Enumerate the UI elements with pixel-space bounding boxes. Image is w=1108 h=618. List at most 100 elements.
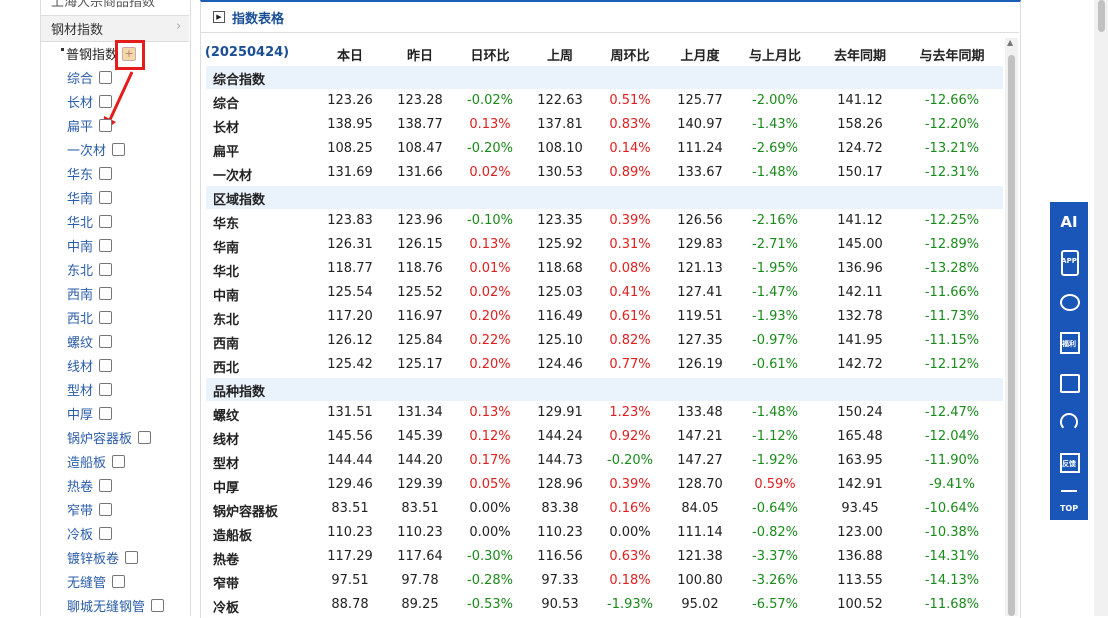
table-header-cell: 与上月比 (748, 49, 801, 64)
row-label: 型材 (213, 457, 240, 472)
sidebar-item[interactable]: 镀锌板卷 (67, 552, 120, 567)
row-label: 扁平 (213, 145, 240, 160)
row-label: 窄带 (213, 577, 240, 592)
checkbox[interactable] (99, 191, 112, 204)
table-cell: -1.95% (752, 261, 798, 276)
table-cell: 0.00% (469, 525, 511, 540)
sidebar-section-label[interactable]: 钢材指数 (51, 23, 104, 38)
table-cell: -12.31% (924, 165, 980, 180)
table-cell: 144.73 (537, 453, 583, 468)
page-scrollbar[interactable] (1094, 0, 1108, 616)
sidebar-item[interactable]: 窄带 (67, 504, 94, 519)
tool-service[interactable] (1050, 402, 1088, 442)
sidebar-item[interactable]: 造船板 (67, 456, 107, 471)
checkbox[interactable] (151, 599, 164, 612)
tool-top[interactable]: TOP (1050, 482, 1088, 522)
sidebar-item[interactable]: 华南 (67, 192, 94, 207)
sidebar-item[interactable]: 中厚 (67, 408, 94, 423)
tool-feedback[interactable]: 反馈 (1050, 442, 1088, 482)
checkbox[interactable] (112, 455, 125, 468)
checkbox[interactable] (99, 359, 112, 372)
row-label: 综合 (213, 97, 240, 112)
table-cell: 131.66 (397, 165, 443, 180)
table-cell: -2.16% (752, 213, 798, 228)
checkbox[interactable] (99, 71, 112, 84)
table-cell: 97.51 (331, 573, 369, 588)
sidebar-item[interactable]: 华北 (67, 216, 94, 231)
table-cell: 0.92% (609, 429, 651, 444)
checkbox[interactable] (99, 215, 112, 228)
sidebar-item[interactable]: 螺纹 (67, 336, 94, 351)
checkbox[interactable] (99, 407, 112, 420)
checkbox[interactable] (99, 239, 112, 252)
sidebar-item[interactable]: 一次材 (67, 144, 107, 159)
checkbox[interactable] (99, 479, 112, 492)
tool-live[interactable] (1050, 362, 1088, 402)
checkbox[interactable] (99, 167, 112, 180)
sidebar-item[interactable]: 型材 (67, 384, 94, 399)
panel-header (201, 2, 1019, 33)
checkbox[interactable] (138, 431, 151, 444)
sidebar-item[interactable]: 扁平 (67, 120, 94, 135)
table-header-cell: 去年同期 (833, 49, 886, 64)
table-cell: 89.25 (401, 597, 439, 612)
sidebar-item[interactable]: 冷板 (67, 528, 94, 543)
sidebar-item[interactable]: 热卷 (67, 480, 94, 495)
row-label: 华东 (213, 217, 240, 232)
tool-ai[interactable]: AI (1050, 202, 1088, 242)
tool-gift[interactable]: 福利 (1050, 322, 1088, 362)
table-cell: -0.28% (467, 573, 513, 588)
table-scroll-thumb[interactable] (1008, 55, 1015, 616)
tool-app[interactable]: APP (1050, 242, 1088, 282)
checkbox[interactable] (99, 383, 112, 396)
table-cell: 121.13 (677, 261, 723, 276)
table-scroll-up[interactable]: ▲ (1007, 38, 1014, 47)
table-cell: 0.31% (609, 237, 651, 252)
toolbar (1050, 202, 1088, 520)
sidebar-item[interactable]: 东北 (67, 264, 94, 279)
sidebar-item[interactable]: 线材 (67, 360, 94, 375)
sidebar-item[interactable]: 综合 (67, 72, 94, 87)
expand-icon[interactable]: + (122, 47, 136, 61)
page-scroll-thumb[interactable] (1098, 0, 1105, 32)
checkbox[interactable] (112, 575, 125, 588)
sidebar-subsection[interactable]: 普钢指数 (66, 48, 119, 63)
table-cell: 0.61% (609, 309, 651, 324)
table-cell: 111.24 (677, 141, 723, 156)
sidebar-item[interactable]: 长材 (67, 96, 94, 111)
table-cell: 97.78 (401, 573, 439, 588)
checkbox[interactable] (99, 527, 112, 540)
table-cell: 0.41% (609, 285, 651, 300)
sidebar-item[interactable]: 西南 (67, 288, 94, 303)
table-cell: 117.64 (397, 549, 443, 564)
checkbox[interactable] (99, 287, 112, 300)
sidebar-item[interactable]: 无缝管 (67, 576, 107, 591)
table-cell: 111.14 (677, 525, 723, 540)
checkbox[interactable] (99, 335, 112, 348)
tool-wechat[interactable] (1050, 282, 1088, 322)
group-name: 综合指数 (213, 73, 266, 88)
sidebar-item[interactable]: 聊城无缝钢管 (67, 600, 146, 615)
table-cell: 131.69 (327, 165, 373, 180)
sidebar-item[interactable]: 锅炉容器板 (67, 432, 133, 447)
checkbox[interactable] (99, 95, 112, 108)
table-cell: 122.63 (537, 93, 583, 108)
table-cell: 144.24 (537, 429, 583, 444)
checkbox[interactable] (99, 119, 112, 132)
row-label: 冷板 (213, 601, 240, 616)
row-label: 热卷 (213, 553, 240, 568)
checkbox[interactable] (99, 311, 112, 324)
checkbox[interactable] (99, 503, 112, 516)
sidebar-item[interactable]: 华东 (67, 168, 94, 183)
checkbox[interactable] (99, 263, 112, 276)
checkbox[interactable] (125, 551, 138, 564)
table-cell: 125.42 (327, 357, 373, 372)
table-cell: 123.35 (537, 213, 583, 228)
sidebar-item[interactable]: 中南 (67, 240, 94, 255)
table-cell: 127.35 (677, 333, 723, 348)
table-cell: 136.96 (837, 261, 883, 276)
checkbox[interactable] (112, 143, 125, 156)
table-cell: -1.43% (752, 117, 798, 132)
sidebar-item[interactable]: 西北 (67, 312, 94, 327)
row-label: 一次材 (213, 169, 253, 184)
